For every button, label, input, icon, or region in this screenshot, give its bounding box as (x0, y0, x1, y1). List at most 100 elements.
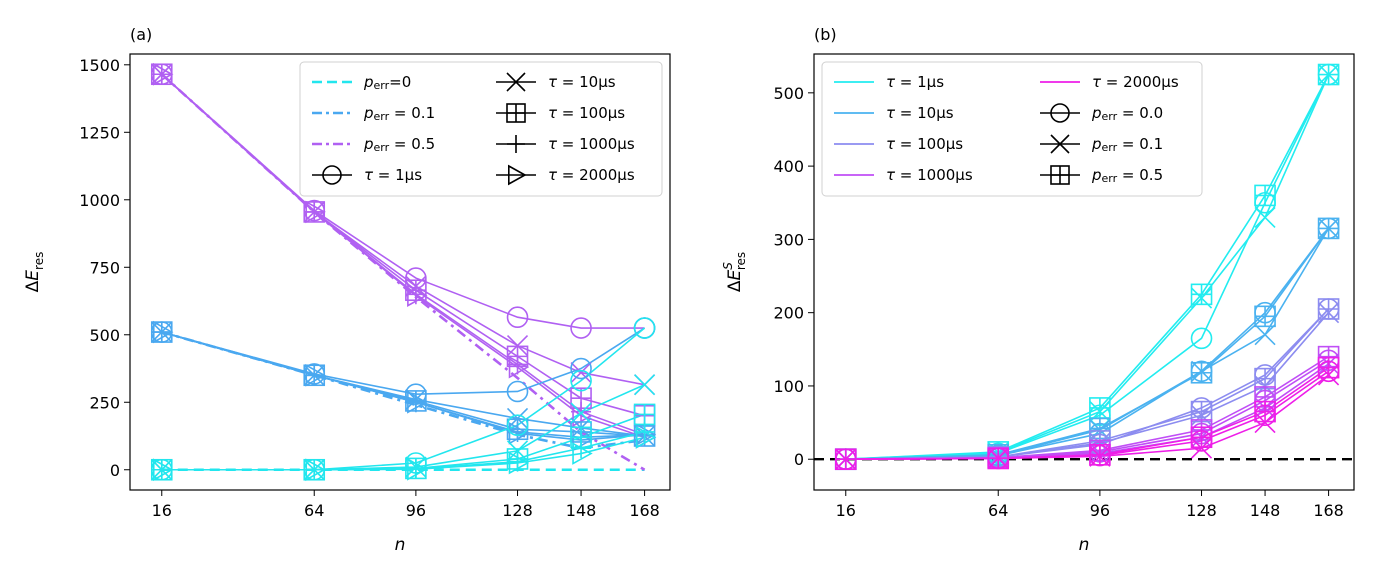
data-point (305, 200, 326, 224)
y-tick-label: 1250 (79, 123, 120, 142)
data-point (1317, 217, 1340, 240)
y-tick-label: 400 (773, 157, 804, 176)
panel-b: (b) 16 64 96 128 148 168 0 100 200 300 400 500 n ΔESre… (721, 25, 1355, 555)
legend-entry-p-err-0-0: perr = 0.0 (1040, 103, 1163, 124)
data-point (570, 361, 592, 384)
data-point (1254, 400, 1276, 423)
data-point (506, 380, 529, 403)
x-tick-label: 168 (629, 501, 660, 520)
legend-box (299, 61, 663, 197)
x-axis-label: n (1079, 535, 1090, 555)
legend-label: perr = 0.1 (1091, 135, 1163, 155)
series-markers-perr-0-1-1000-s (151, 322, 655, 448)
data-point (305, 458, 326, 482)
series-line-100-s-perr-0-1 (845, 312, 1330, 461)
data-point (1254, 305, 1276, 328)
data-point (1254, 324, 1276, 346)
data-point (508, 421, 530, 445)
data-point (304, 459, 325, 480)
legend-marker (322, 165, 342, 185)
data-point (1317, 298, 1340, 320)
data-point (152, 62, 174, 86)
data-point (405, 392, 426, 413)
series-markers-perr-0-1-2000-s (152, 320, 657, 452)
series-markers-perr-0-2000-s (152, 425, 657, 482)
legend-entry-1-s: τ = 1μs (312, 165, 422, 185)
data-point (304, 365, 325, 386)
y-tick-label: 500 (773, 84, 804, 103)
legend-label: τ = 1μs (886, 73, 944, 91)
data-point (304, 201, 325, 222)
series-line-perr-0-1-1-s (161, 327, 646, 395)
x-tick-label: 128 (502, 501, 533, 520)
data-point (1317, 63, 1340, 86)
x-tick-label: 128 (1186, 501, 1217, 520)
data-point (1254, 206, 1276, 228)
legend-entry-10-s: τ = 10μs (834, 104, 954, 122)
legend-marker (1050, 103, 1070, 123)
data-point (570, 317, 592, 339)
data-point (1190, 437, 1213, 459)
y-axis-label: ΔEres (23, 252, 46, 293)
y-tick-label: 250 (89, 393, 120, 412)
x-tick-label: 16 (836, 501, 856, 520)
panel-label: (b) (814, 25, 837, 44)
data-point (151, 459, 172, 480)
data-point (407, 457, 428, 481)
y-tick-label: 500 (89, 326, 120, 345)
data-point (407, 284, 428, 307)
legend-entry-p-err-0-1: perr = 0.1 (312, 104, 435, 124)
data-point (407, 390, 428, 414)
legend-marker (508, 164, 527, 186)
legend: τ = 1μs τ = 10μs τ = 100μs τ = 1000μs τ = 20… (821, 61, 1203, 197)
series-line-perr-0-2000-s (161, 436, 645, 471)
data-point (1089, 444, 1111, 466)
x-tick-label: 16 (152, 501, 172, 520)
plot-area (150, 62, 657, 482)
x-tick-label: 96 (1090, 501, 1110, 520)
legend-entry-100-s: τ = 100μs (834, 135, 963, 153)
legend-entry-1-s: τ = 1μs (834, 73, 944, 91)
y-tick-label: 0 (794, 450, 804, 469)
legend-label: perr = 0.1 (363, 104, 435, 124)
legend-marker (1050, 134, 1070, 154)
reference-line-perr-01-ideal (161, 330, 645, 450)
data-point (508, 355, 530, 379)
legend-marker (507, 135, 525, 153)
data-point (152, 320, 174, 344)
legend-label: τ = 100μs (886, 135, 963, 153)
data-point (1190, 426, 1213, 449)
legend-marker (1050, 165, 1070, 185)
legend-label: τ = 2000μs (548, 166, 635, 184)
data-point (151, 322, 172, 343)
plot-area (814, 63, 1354, 471)
legend-entry-1000-s: τ = 1000μs (834, 166, 973, 184)
data-point (635, 425, 657, 449)
data-point (305, 363, 326, 387)
legend-marker (506, 72, 526, 92)
series-line-perr-0-5-2000-s (161, 73, 645, 439)
legend-label: τ = 1000μs (886, 166, 973, 184)
data-point (151, 64, 172, 85)
x-axis-label: n (395, 535, 406, 555)
data-point (1190, 327, 1213, 350)
y-tick-label: 0 (110, 461, 120, 480)
data-point (1190, 283, 1213, 306)
data-point (572, 428, 593, 452)
y-tick-label: 100 (773, 377, 804, 396)
data-point (634, 374, 656, 396)
legend-label: perr = 0.0 (1091, 104, 1163, 124)
legend-entry-p-err-0-5: perr = 0.5 (312, 135, 435, 154)
data-point (405, 458, 426, 479)
y-tick-label: 750 (89, 258, 120, 277)
legend-label: perr=0 (363, 73, 411, 93)
y-tick-label: 1000 (79, 191, 120, 210)
legend-label: τ = 1000μs (548, 135, 635, 153)
series-line-1-s-perr-0-5 (845, 74, 1330, 461)
legend-entry-10-s: τ = 10μs (496, 72, 616, 92)
x-tick-label: 64 (988, 501, 1008, 520)
data-point (987, 447, 1010, 470)
legend-entry-p-err-0-5: perr = 0.5 (1040, 165, 1163, 185)
legend-entry-1000-s: τ = 1000μs (496, 135, 635, 153)
